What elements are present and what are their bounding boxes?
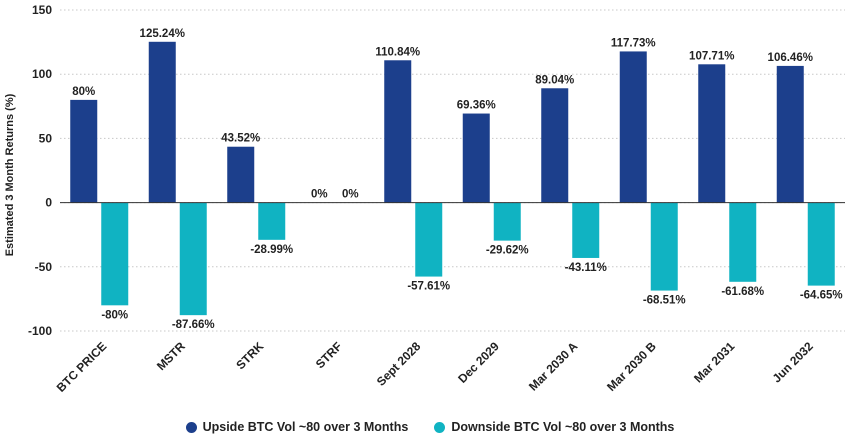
y-tick-label: 50 bbox=[39, 131, 53, 145]
x-tick-label: STRK bbox=[233, 339, 266, 372]
bar-downside[interactable] bbox=[258, 202, 286, 240]
data-label-upside: 69.36% bbox=[457, 100, 496, 112]
y-tick-label: 0 bbox=[45, 196, 52, 210]
bar-upside[interactable] bbox=[148, 41, 176, 203]
x-tick-label: STRF bbox=[313, 339, 345, 371]
y-tick-label: 150 bbox=[32, 3, 52, 17]
bar-upside[interactable] bbox=[776, 65, 804, 203]
legend-label-upside: Upside BTC Vol ~80 over 3 Months bbox=[202, 420, 409, 434]
bar-downside[interactable] bbox=[179, 202, 207, 316]
x-tick-label: Mar 2030 A bbox=[526, 339, 581, 394]
bar-downside[interactable] bbox=[729, 202, 757, 282]
bars bbox=[70, 41, 835, 316]
y-tick-label: -50 bbox=[35, 260, 53, 274]
data-label-downside: -61.68% bbox=[721, 286, 764, 298]
data-label-downside: -68.51% bbox=[643, 295, 686, 307]
bar-upside[interactable] bbox=[384, 60, 412, 203]
legend-label-downside: Downside BTC Vol ~80 over 3 Months bbox=[451, 420, 675, 434]
data-label-upside: 125.24% bbox=[140, 28, 185, 40]
bar-upside[interactable] bbox=[462, 113, 490, 203]
data-label-downside: -28.99% bbox=[250, 244, 293, 256]
x-tick-label: Sept 2028 bbox=[374, 339, 424, 389]
data-label-upside: 107.71% bbox=[689, 50, 734, 62]
x-tick-label: MSTR bbox=[154, 339, 188, 373]
x-tick-label: BTC PRICE bbox=[54, 339, 110, 395]
bar-upside[interactable] bbox=[698, 64, 726, 203]
bar-upside[interactable] bbox=[541, 88, 569, 203]
data-label-downside: -64.65% bbox=[800, 290, 843, 302]
data-label-upside: 110.84% bbox=[375, 46, 420, 58]
data-label-upside: 43.52% bbox=[221, 133, 260, 145]
data-label-downside: -80% bbox=[101, 309, 128, 321]
y-axis-title: Estimated 3 Month Returns (%) bbox=[4, 93, 16, 256]
data-label-downside: 0% bbox=[342, 189, 359, 201]
data-label-upside: 117.73% bbox=[611, 37, 656, 49]
bar-upside[interactable] bbox=[70, 99, 98, 203]
legend-item-upside[interactable]: Upside BTC Vol ~80 over 3 Months bbox=[185, 420, 409, 434]
bar-downside[interactable] bbox=[650, 202, 678, 291]
bar-downside[interactable] bbox=[415, 202, 443, 277]
data-label-upside: 106.46% bbox=[768, 52, 813, 64]
data-label-downside: -29.62% bbox=[486, 245, 529, 257]
x-tick-label: Jun 2032 bbox=[770, 339, 816, 385]
x-tick-label: Dec 2029 bbox=[455, 339, 502, 386]
bar-downside[interactable] bbox=[101, 202, 129, 306]
y-tick-label: -100 bbox=[28, 324, 52, 338]
data-labels: 80% -80% 125.24% -87.66% 43.52% -28.99% 0% 0% 11… bbox=[72, 28, 842, 331]
data-label-downside: -57.61% bbox=[407, 281, 450, 293]
legend-swatch-downside bbox=[434, 421, 446, 433]
y-tick-label: 100 bbox=[32, 67, 52, 81]
data-label-upside: 80% bbox=[72, 86, 95, 98]
legend: Upside BTC Vol ~80 over 3 Months Downsid… bbox=[0, 420, 860, 434]
bar-upside[interactable] bbox=[227, 146, 255, 203]
legend-item-downside[interactable]: Downside BTC Vol ~80 over 3 Months bbox=[434, 420, 674, 434]
x-tick-label: Mar 2031 bbox=[691, 339, 737, 385]
bar-downside[interactable] bbox=[807, 202, 835, 286]
legend-swatch-upside bbox=[185, 421, 197, 433]
bar-downside[interactable] bbox=[493, 202, 521, 241]
data-label-downside: -43.11% bbox=[565, 262, 607, 274]
bar-downside[interactable] bbox=[572, 202, 600, 258]
data-label-upside: 0% bbox=[311, 189, 328, 201]
bar-upside[interactable] bbox=[619, 51, 647, 203]
data-label-upside: 89.04% bbox=[535, 74, 574, 86]
x-tick-label: Mar 2030 B bbox=[604, 339, 659, 394]
data-label-downside: -87.66% bbox=[172, 319, 215, 331]
